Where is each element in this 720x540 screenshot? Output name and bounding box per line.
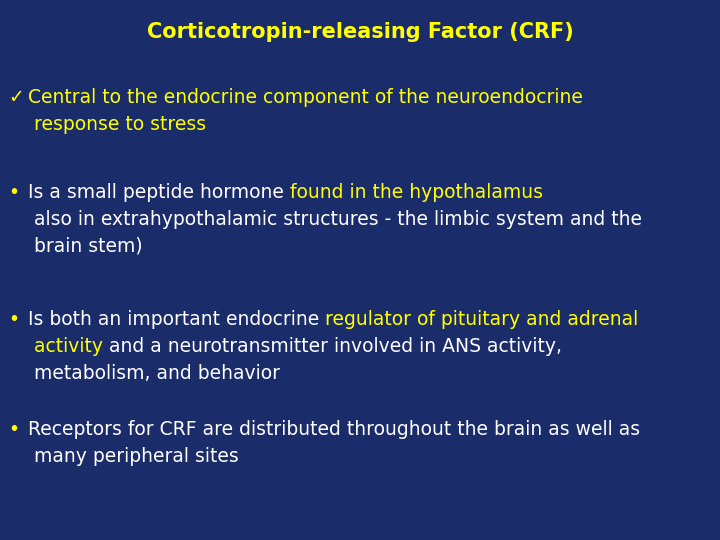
- Text: brain stem): brain stem): [28, 237, 143, 256]
- Text: •: •: [8, 420, 19, 439]
- Text: Corticotropin-releasing Factor (CRF): Corticotropin-releasing Factor (CRF): [147, 22, 573, 42]
- Text: metabolism, and behavior: metabolism, and behavior: [28, 364, 280, 383]
- Text: also in extrahypothalamic structures - the limbic system and the: also in extrahypothalamic structures - t…: [28, 210, 642, 229]
- Text: Is both an important endocrine: Is both an important endocrine: [28, 310, 325, 329]
- Text: Is a small peptide hormone: Is a small peptide hormone: [28, 183, 290, 202]
- Text: Central to the endocrine component of the neuroendocrine: Central to the endocrine component of th…: [28, 88, 583, 107]
- Text: •: •: [8, 310, 19, 329]
- Text: and a neurotransmitter involved in ANS activity,: and a neurotransmitter involved in ANS a…: [103, 337, 562, 356]
- Text: •: •: [8, 183, 19, 202]
- Text: Receptors for CRF are distributed throughout the brain as well as: Receptors for CRF are distributed throug…: [28, 420, 640, 439]
- Text: regulator of pituitary and adrenal: regulator of pituitary and adrenal: [325, 310, 639, 329]
- Text: found in the hypothalamus: found in the hypothalamus: [290, 183, 543, 202]
- Text: ✓: ✓: [8, 88, 24, 107]
- Text: activity: activity: [28, 337, 103, 356]
- Text: many peripheral sites: many peripheral sites: [28, 447, 239, 466]
- Text: response to stress: response to stress: [28, 115, 206, 134]
